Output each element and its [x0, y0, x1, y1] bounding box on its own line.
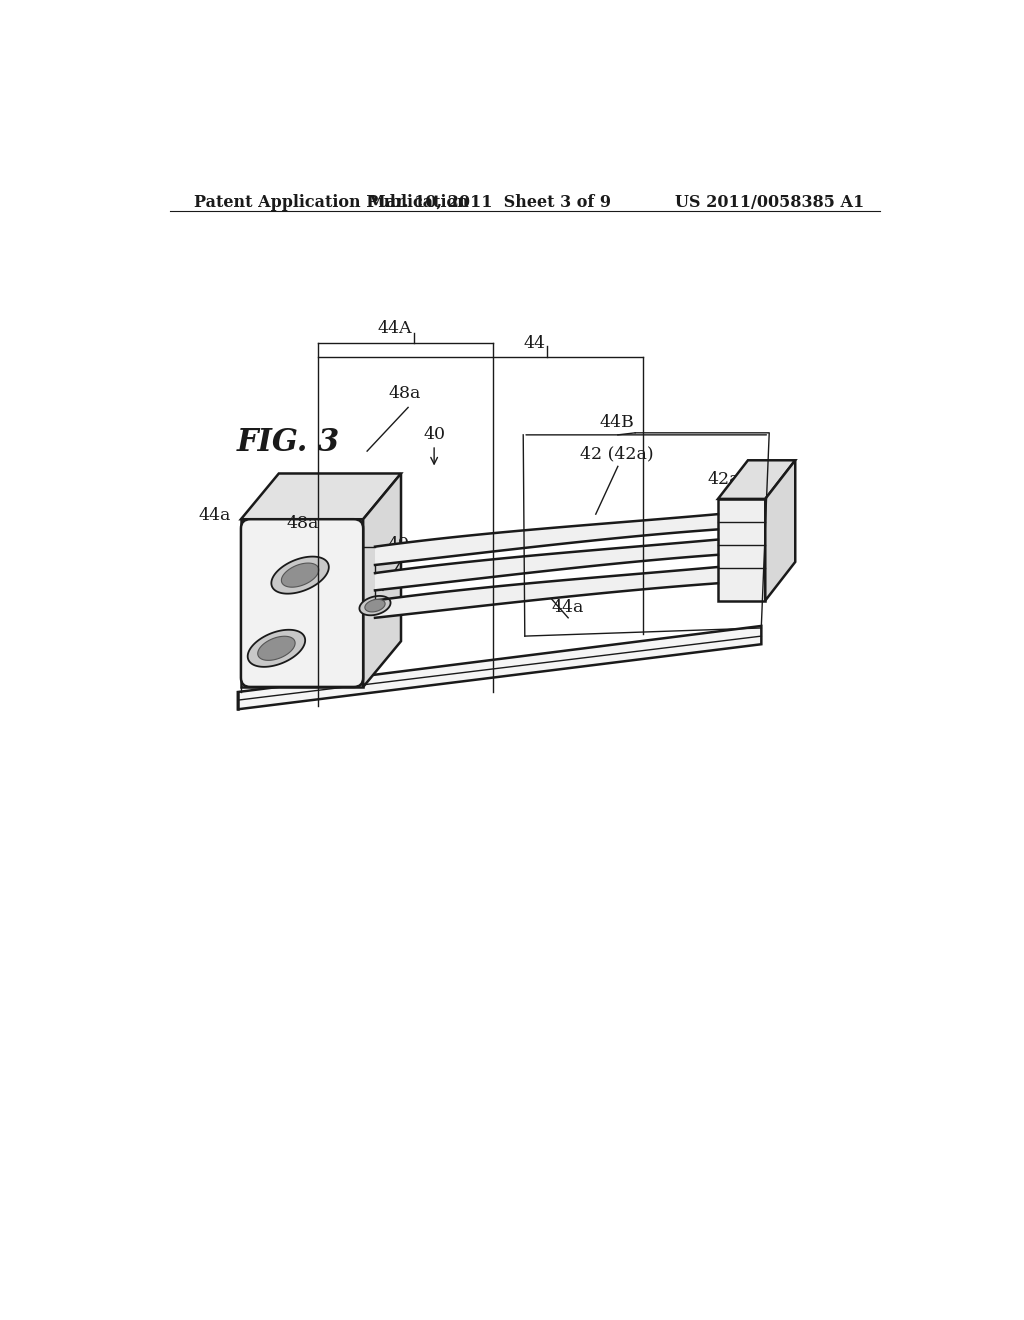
Text: 44B: 44B	[600, 413, 635, 430]
Text: 42 (42a): 42 (42a)	[581, 445, 654, 462]
Polygon shape	[365, 599, 385, 612]
Text: 44A: 44A	[378, 321, 412, 338]
Text: FIG. 3: FIG. 3	[237, 428, 340, 458]
Polygon shape	[282, 564, 318, 587]
Polygon shape	[375, 568, 718, 618]
FancyBboxPatch shape	[241, 519, 364, 686]
Text: 44a: 44a	[552, 599, 585, 615]
Text: Mar. 10, 2011  Sheet 3 of 9: Mar. 10, 2011 Sheet 3 of 9	[368, 194, 611, 211]
Polygon shape	[271, 557, 329, 594]
Text: 42a₁: 42a₁	[708, 471, 748, 487]
Text: 49: 49	[387, 536, 410, 553]
Text: US 2011/0058385 A1: US 2011/0058385 A1	[675, 194, 864, 211]
Polygon shape	[375, 515, 718, 565]
Polygon shape	[238, 626, 762, 709]
Polygon shape	[718, 461, 796, 499]
Text: 44a: 44a	[199, 507, 230, 524]
Polygon shape	[375, 540, 718, 590]
Polygon shape	[718, 499, 765, 601]
Text: 44: 44	[523, 334, 545, 351]
Polygon shape	[248, 630, 305, 667]
Text: 48a: 48a	[389, 385, 421, 403]
Polygon shape	[359, 595, 390, 615]
Polygon shape	[765, 461, 796, 601]
Polygon shape	[364, 474, 401, 686]
Polygon shape	[258, 636, 295, 660]
Polygon shape	[241, 474, 401, 519]
Text: Patent Application Publication: Patent Application Publication	[194, 194, 468, 211]
Polygon shape	[241, 519, 364, 686]
Text: 48a: 48a	[287, 515, 318, 532]
Text: 40: 40	[423, 426, 445, 444]
